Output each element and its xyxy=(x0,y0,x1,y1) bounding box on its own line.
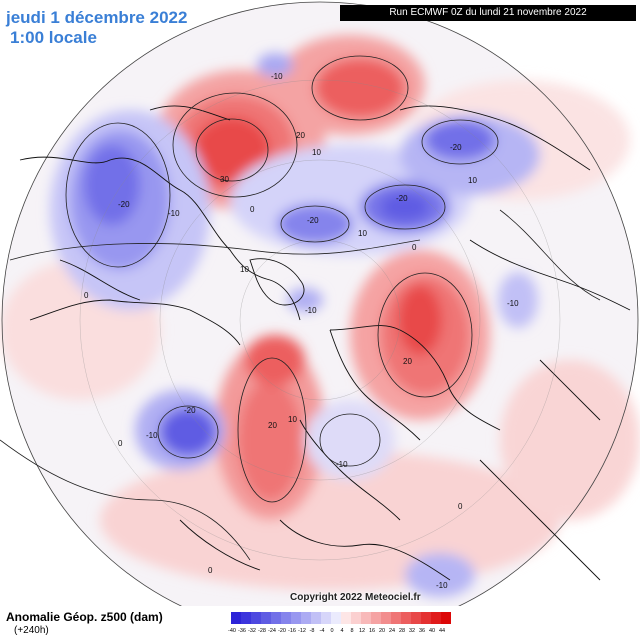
label-neg20-d: -20 xyxy=(450,143,462,152)
label-neg10-c: -10 xyxy=(336,460,348,469)
color-scale-tick: 36 xyxy=(418,628,426,634)
graticule xyxy=(79,79,561,561)
label-neg20-c: -20 xyxy=(307,216,319,225)
color-scale-tick: -4 xyxy=(319,628,325,634)
color-swatch xyxy=(241,612,251,624)
color-scale-tick: 40 xyxy=(428,628,436,634)
color-scale-labels: -40 -36 -32 -28 -24 -20 -16 -12 -8 -4 0 4 8 12 16 20 24 2… xyxy=(227,628,447,634)
color-scale-tick: -12 xyxy=(298,628,306,634)
color-swatch xyxy=(431,612,441,624)
color-swatch xyxy=(441,612,451,624)
color-swatch xyxy=(321,612,331,624)
color-swatch xyxy=(261,612,271,624)
color-swatch xyxy=(401,612,411,624)
variable-label: Anomalie Géop. z500 (dam) xyxy=(6,610,163,624)
color-swatch xyxy=(391,612,401,624)
label-neg20-b: -20 xyxy=(396,194,408,203)
color-swatch xyxy=(291,612,301,624)
lead-time-label: (+240h) xyxy=(14,625,49,636)
label-neg20: -20 xyxy=(118,200,130,209)
color-swatch xyxy=(301,612,311,624)
color-scale-tick: -28 xyxy=(258,628,266,634)
color-scale-tick: 0 xyxy=(330,628,334,634)
color-scale-tick: -16 xyxy=(288,628,296,634)
label-20-c: 20 xyxy=(268,421,277,430)
color-scale xyxy=(231,612,451,624)
label-10-b: 10 xyxy=(468,176,477,185)
color-scale-tick: 16 xyxy=(368,628,376,634)
color-scale-tick: 44 xyxy=(438,628,446,634)
color-swatch xyxy=(351,612,361,624)
run-info: Run ECMWF 0Z du lundi 21 novembre 2022 xyxy=(340,5,636,21)
label-0-d: 0 xyxy=(412,243,417,252)
label-30: 30 xyxy=(220,175,229,184)
color-scale-tick: -8 xyxy=(309,628,315,634)
label-10: 10 xyxy=(312,148,321,157)
color-swatch xyxy=(381,612,391,624)
label-neg10-g: -10 xyxy=(305,306,317,315)
copyright: Copyright 2022 Meteociel.fr xyxy=(290,592,421,603)
forecast-date: jeudi 1 décembre 2022 xyxy=(6,8,188,27)
color-scale-tick: -20 xyxy=(278,628,286,634)
label-neg10-d: -10 xyxy=(507,299,519,308)
color-swatch xyxy=(271,612,281,624)
color-scale-tick: 28 xyxy=(398,628,406,634)
color-swatch xyxy=(281,612,291,624)
color-swatch xyxy=(361,612,371,624)
color-swatch xyxy=(331,612,341,624)
label-20-b: 20 xyxy=(403,357,412,366)
label-0-c: 0 xyxy=(208,566,213,575)
color-scale-tick: 12 xyxy=(358,628,366,634)
contour-labels: 30 20 10 -20 -10 -20 -20 -20 10 20 20 10… xyxy=(84,72,519,590)
color-scale-tick: -40 xyxy=(228,628,236,634)
contours xyxy=(0,55,601,561)
color-scale-tick: 24 xyxy=(388,628,396,634)
color-scale-tick: -36 xyxy=(238,628,246,634)
label-10-c: 10 xyxy=(288,415,297,424)
label-neg10: -10 xyxy=(168,209,180,218)
label-0-e: 0 xyxy=(458,502,463,511)
label-neg10-b: -10 xyxy=(146,431,158,440)
color-scale-tick: 20 xyxy=(378,628,386,634)
label-neg10-e: -10 xyxy=(271,72,283,81)
label-0-a: 0 xyxy=(84,291,89,300)
label-neg10-f: -10 xyxy=(436,581,448,590)
label-neg20-e: -20 xyxy=(184,406,196,415)
label-10-e: 10 xyxy=(240,265,249,274)
forecast-time: 1:00 locale xyxy=(10,28,97,47)
label-10-d: 10 xyxy=(358,229,367,238)
color-swatch xyxy=(311,612,321,624)
label-0-b: 0 xyxy=(118,439,123,448)
color-swatch xyxy=(371,612,381,624)
color-swatch xyxy=(231,612,241,624)
color-scale-tick: 8 xyxy=(350,628,354,634)
coastlines xyxy=(19,105,631,581)
label-20: 20 xyxy=(296,131,305,140)
color-swatch xyxy=(341,612,351,624)
color-swatch xyxy=(411,612,421,624)
color-swatch xyxy=(421,612,431,624)
label-0-f: 0 xyxy=(250,205,255,214)
anomaly-fields xyxy=(0,35,640,597)
color-scale-tick: -24 xyxy=(268,628,276,634)
color-swatch xyxy=(251,612,261,624)
color-scale-tick: 32 xyxy=(408,628,416,634)
color-scale-tick: 4 xyxy=(340,628,344,634)
color-scale-tick: -32 xyxy=(248,628,256,634)
